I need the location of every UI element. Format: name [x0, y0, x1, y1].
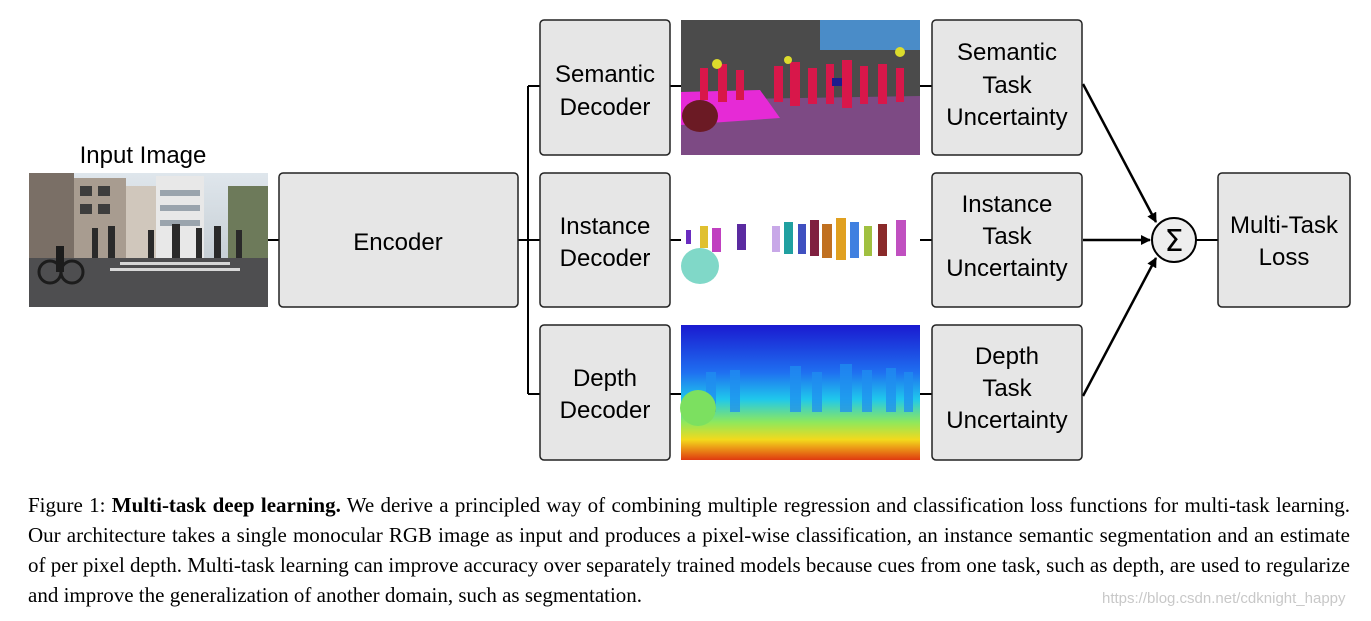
multi-task-loss-box: Multi-Task Loss	[1217, 172, 1351, 308]
depth-uncertainty-box: Depth Task Uncertainty	[931, 324, 1083, 461]
semantic-decoder-line2: Decoder	[560, 94, 651, 121]
caption-prefix: Figure 1:	[28, 493, 112, 517]
depth-decoder-line2: Decoder	[560, 397, 651, 424]
watermark: https://blog.csdn.net/cdknight_happy	[1102, 590, 1346, 607]
semantic-uncertainty-line3: Uncertainty	[946, 104, 1067, 131]
sum-symbol: Σ	[1165, 224, 1184, 259]
input-image	[29, 173, 268, 307]
semantic-uncertainty-box: Semantic Task Uncertainty	[931, 19, 1083, 156]
semantic-uncertainty-line1: Semantic	[957, 39, 1057, 66]
instance-decoder-line2: Decoder	[560, 245, 651, 272]
figure-caption: Figure 1: Multi-task deep learning. We d…	[28, 490, 1350, 610]
depth-uncertainty-line2: Task	[982, 375, 1032, 402]
semantic-decoder-box: Semantic Decoder	[539, 19, 671, 156]
instance-uncertainty-line3: Uncertainty	[946, 255, 1067, 282]
connectors	[268, 85, 1218, 395]
input-image-label: Input Image	[80, 142, 207, 169]
loss-line1: Multi-Task	[1230, 212, 1339, 239]
encoder-label: Encoder	[353, 229, 442, 256]
instance-uncertainty-box: Instance Task Uncertainty	[931, 172, 1083, 308]
depth-uncertainty-line1: Depth	[975, 343, 1039, 370]
depth-output-image	[680, 325, 920, 460]
encoder-box: Encoder	[278, 172, 519, 308]
semantic-output-image	[681, 20, 920, 155]
sum-node: Σ	[1151, 217, 1197, 263]
instance-uncertainty-line2: Task	[982, 223, 1032, 250]
caption-bold: Multi-task deep learning.	[111, 493, 341, 517]
instance-decoder-line1: Instance	[560, 213, 651, 240]
instance-decoder-box: Instance Decoder	[539, 172, 671, 308]
arrows	[1081, 83, 1158, 397]
semantic-uncertainty-line2: Task	[982, 72, 1032, 99]
depth-decoder-line1: Depth	[573, 365, 637, 392]
caption-text: We derive a principled way of combining …	[28, 493, 1351, 607]
instance-uncertainty-line1: Instance	[962, 191, 1053, 218]
semantic-decoder-line1: Semantic	[555, 61, 655, 88]
architecture-diagram: Input Image	[29, 19, 1351, 461]
depth-uncertainty-line3: Uncertainty	[946, 407, 1067, 434]
instance-output-image	[681, 173, 920, 307]
loss-line2: Loss	[1259, 244, 1310, 271]
depth-decoder-box: Depth Decoder	[539, 324, 671, 461]
